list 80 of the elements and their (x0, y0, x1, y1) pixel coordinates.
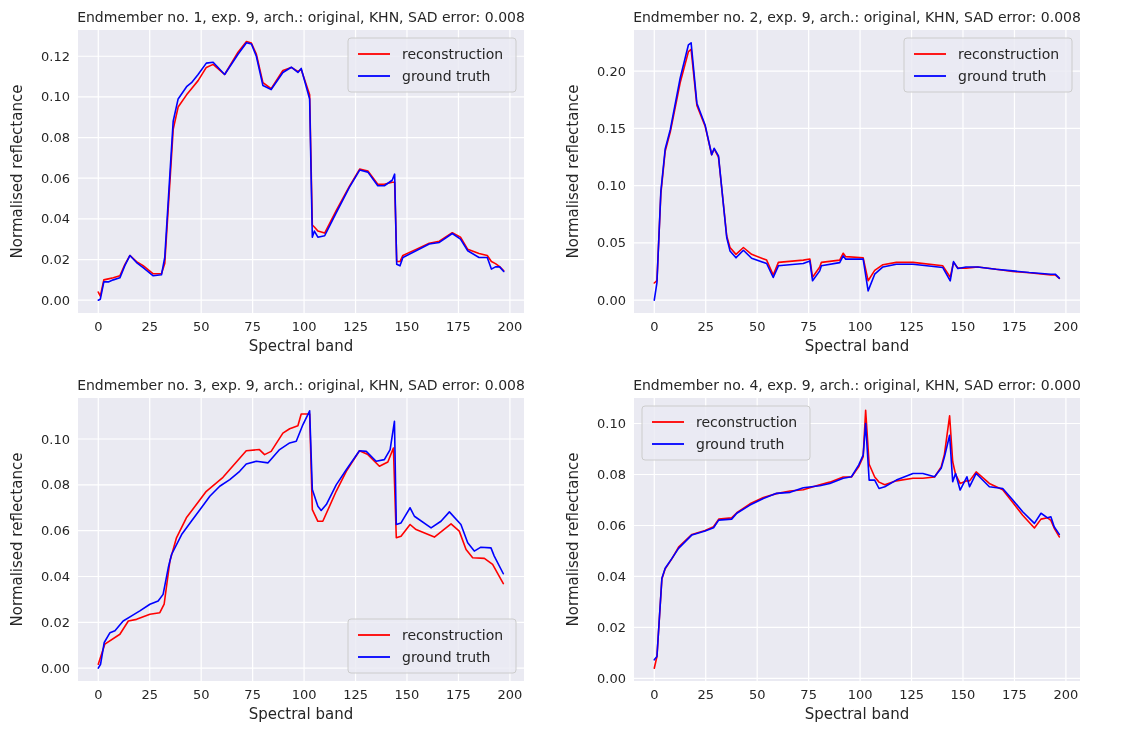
legend-label: reconstruction (402, 626, 504, 643)
y-tick-label: 0.15 (597, 120, 626, 136)
chart-title: Endmember no. 3, exp. 9, arch.: original, KHN, SAD error: 0.008 (77, 377, 525, 393)
y-tick-label: 0.06 (41, 170, 70, 186)
y-tick-label: 0.08 (41, 130, 70, 146)
x-tick-label: 100 (847, 687, 873, 702)
x-tick-label: 125 (343, 687, 368, 702)
x-tick-label: 0 (650, 319, 659, 334)
y-tick-label: 0.06 (597, 518, 626, 534)
y-tick-label: 0.04 (41, 211, 70, 227)
y-tick-label: 0.12 (41, 48, 70, 64)
y-tick-label: 0.00 (597, 671, 626, 686)
x-tick-label: 175 (446, 687, 471, 702)
y-tick-label: 0.04 (597, 569, 626, 585)
x-tick-label: 150 (950, 687, 976, 702)
legend-label: reconstruction (402, 45, 504, 62)
x-axis-title: Spectral band (804, 705, 910, 723)
x-tick-label: 100 (291, 319, 317, 334)
x-tick-label: 150 (950, 319, 976, 334)
x-tick-label: 125 (343, 319, 368, 334)
x-tick-label: 200 (497, 319, 523, 334)
y-axis-title: Normalised reflectance (8, 452, 26, 627)
legend-label: ground truth (402, 648, 491, 665)
x-tick-label: 175 (1002, 319, 1027, 334)
x-tick-label: 50 (192, 687, 210, 702)
legend-label: ground truth (696, 435, 785, 452)
y-tick-label: 0.02 (41, 614, 70, 630)
x-tick-label: 75 (800, 319, 817, 334)
x-tick-label: 50 (748, 687, 766, 702)
x-axis-title: Spectral band (248, 337, 354, 355)
x-tick-label: 100 (847, 319, 873, 334)
x-tick-label: 0 (650, 687, 659, 702)
x-tick-label: 75 (244, 687, 261, 702)
y-tick-label: 0.04 (41, 569, 70, 585)
x-tick-label: 50 (192, 319, 210, 334)
x-tick-label: 125 (899, 319, 924, 334)
x-tick-label: 0 (94, 319, 103, 334)
x-tick-label: 175 (446, 319, 471, 334)
x-tick-label: 200 (497, 687, 523, 702)
legend-label: reconstruction (958, 45, 1060, 62)
y-tick-label: 0.00 (41, 292, 70, 308)
y-tick-label: 0.08 (597, 467, 626, 483)
chart-title: Endmember no. 1, exp. 9, arch.: original, KHN, SAD error: 0.008 (77, 9, 525, 25)
x-tick-label: 0 (94, 687, 103, 702)
x-tick-label: 200 (1053, 319, 1079, 334)
x-tick-label: 150 (394, 319, 420, 334)
x-tick-label: 200 (1053, 687, 1079, 702)
y-tick-label: 0.10 (41, 89, 70, 105)
x-tick-label: 25 (697, 687, 714, 702)
x-tick-label: 100 (291, 687, 317, 702)
y-tick-label: 0.02 (41, 252, 70, 268)
legend-label: ground truth (958, 67, 1047, 84)
y-axis-title: Normalised reflectance (564, 84, 582, 259)
y-axis-title: Normalised reflectance (564, 452, 582, 627)
x-tick-label: 75 (800, 687, 817, 702)
x-tick-label: 25 (697, 319, 714, 334)
y-tick-label: 0.10 (597, 178, 626, 194)
x-tick-label: 50 (748, 319, 766, 334)
chart-title: Endmember no. 4, exp. 9, arch.: original, KHN, SAD error: 0.000 (633, 377, 1081, 393)
x-tick-label: 150 (394, 687, 420, 702)
x-tick-label: 75 (244, 319, 261, 334)
y-tick-label: 0.00 (597, 292, 626, 308)
x-axis-title: Spectral band (248, 705, 354, 723)
y-tick-label: 0.05 (597, 235, 626, 251)
legend-label: ground truth (402, 67, 491, 84)
y-tick-label: 0.06 (41, 523, 70, 539)
y-tick-label: 0.00 (41, 660, 70, 676)
chart-title: Endmember no. 2, exp. 9, arch.: original, KHN, SAD error: 0.008 (633, 9, 1081, 25)
y-tick-label: 0.10 (597, 416, 626, 432)
y-tick-label: 0.10 (41, 431, 70, 447)
legend-label: reconstruction (696, 413, 798, 430)
x-tick-label: 125 (899, 687, 924, 702)
x-axis-title: Spectral band (804, 337, 910, 355)
x-tick-label: 25 (141, 319, 158, 334)
x-tick-label: 175 (1002, 687, 1027, 702)
y-tick-label: 0.20 (597, 63, 626, 79)
y-tick-label: 0.08 (41, 477, 70, 493)
x-tick-label: 25 (141, 687, 158, 702)
y-axis-title: Normalised reflectance (8, 84, 26, 259)
y-tick-label: 0.02 (597, 620, 626, 636)
